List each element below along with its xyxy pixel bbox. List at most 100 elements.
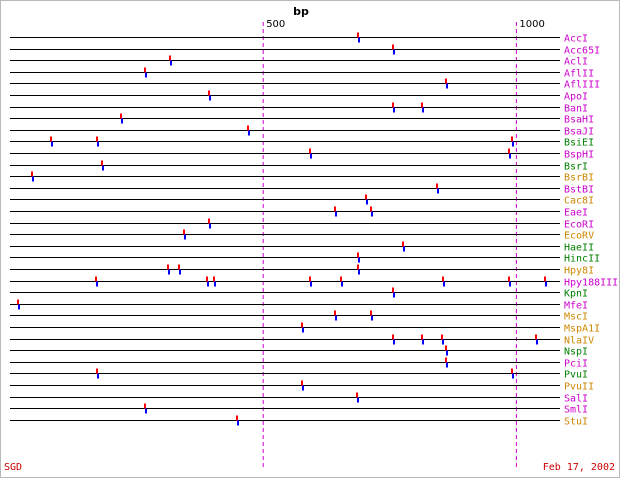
cut-site-top-mark [120,113,122,119]
cut-site-bottom-mark [358,269,360,275]
cut-site-bottom-mark [102,165,104,171]
cut-site-bottom-mark [335,211,337,217]
cut-site-top-mark [334,206,336,212]
cut-site-bottom-mark [371,211,373,217]
enzyme-label: MspA1I [564,324,600,335]
cut-site-top-mark [421,334,423,340]
cut-site-top-mark [167,264,169,270]
cut-site-top-mark [309,276,311,282]
cut-site-top-mark [392,334,394,340]
cut-site-top-mark [535,334,537,340]
cut-site-bottom-mark [302,327,304,333]
enzyme-label: BsiEI [564,138,594,149]
cut-site-bottom-mark [335,315,337,321]
enzyme-label: PvuI [564,370,588,381]
cut-site-bottom-mark [248,130,250,136]
cut-site-bottom-mark [422,339,424,345]
cut-site-top-mark [357,32,359,38]
cut-site-top-mark [301,322,303,328]
enzyme-label: Hpy8I [564,266,594,277]
cut-site-bottom-mark [97,141,99,147]
cut-site-bottom-mark [393,107,395,113]
cut-site-top-mark [402,241,404,247]
cut-site-bottom-mark [443,281,445,287]
cut-site-bottom-mark [32,176,34,182]
cut-site-top-mark [236,415,238,421]
cut-site-bottom-mark [357,397,359,403]
cut-site-top-mark [144,67,146,73]
cut-site-bottom-mark [207,281,209,287]
cut-site-bottom-mark [179,269,181,275]
cut-site-bottom-mark [446,350,448,356]
cut-site-top-mark [178,264,180,270]
enzyme-label: BsrBI [564,173,594,184]
cut-site-top-mark [421,102,423,108]
tick-label: 500 [266,19,285,30]
cut-site-bottom-mark [184,234,186,240]
cut-site-top-mark [169,55,171,61]
enzyme-label: StuI [564,417,588,428]
enzyme-label: EcoRV [564,231,594,242]
cut-site-top-mark [357,264,359,270]
cut-site-bottom-mark [512,141,514,147]
cut-site-bottom-mark [121,118,123,124]
cut-site-top-mark [334,310,336,316]
cut-site-top-mark [441,334,443,340]
cut-site-top-mark [445,345,447,351]
cut-site-bottom-mark [437,188,439,194]
enzyme-label: NlaIV [564,336,594,347]
cut-site-bottom-mark [509,153,511,159]
cut-site-bottom-mark [145,72,147,78]
enzyme-label: NspI [564,347,588,358]
cut-site-bottom-mark [422,107,424,113]
cut-site-bottom-mark [371,315,373,321]
cut-site-bottom-mark [237,420,239,426]
cut-site-bottom-mark [97,373,99,379]
cut-site-top-mark [17,299,19,305]
enzyme-label: EaeI [564,208,588,219]
cut-site-bottom-mark [209,223,211,229]
enzyme-label: KpnI [564,289,588,300]
enzyme-label: BsaJI [564,127,594,138]
cut-site-top-mark [95,276,97,282]
cut-site-top-mark [442,276,444,282]
cut-site-bottom-mark [96,281,98,287]
cut-site-top-mark [208,218,210,224]
cut-site-bottom-mark [446,362,448,368]
cut-site-bottom-mark [393,49,395,55]
cut-site-top-mark [96,368,98,374]
cut-site-bottom-mark [310,281,312,287]
cut-site-top-mark [206,276,208,282]
cut-site-top-mark [511,136,513,142]
cut-site-top-mark [213,276,215,282]
footer-source-label: SGD [4,462,23,473]
cut-site-bottom-mark [209,95,211,101]
cut-site-top-mark [309,148,311,154]
cut-site-top-mark [365,194,367,200]
enzyme-label: HaeII [564,243,594,254]
cut-site-top-mark [508,276,510,282]
cut-site-top-mark [511,368,513,374]
enzyme-label: BanI [564,104,588,115]
cut-site-bottom-mark [393,339,395,345]
cut-site-bottom-mark [168,269,170,275]
enzyme-label: Acc65I [564,46,600,57]
cut-site-bottom-mark [18,304,20,310]
enzyme-label: EcoRI [564,220,594,231]
enzyme-label: PciI [564,359,588,370]
cut-site-bottom-mark [403,246,405,252]
cut-site-top-mark [31,171,33,177]
enzyme-label: Hpy188III [564,278,618,289]
cut-site-top-mark [436,183,438,189]
cut-site-bottom-mark [214,281,216,287]
cut-site-top-mark [208,90,210,96]
cut-site-top-mark [445,78,447,84]
chart-title: bp [293,5,309,18]
cut-site-top-mark [392,287,394,293]
enzyme-label: AflIII [564,80,600,91]
cut-site-bottom-mark [536,339,538,345]
cut-site-top-mark [445,357,447,363]
enzyme-label: MfeI [564,301,588,312]
enzyme-label: AclI [564,57,588,68]
cut-site-top-mark [357,252,359,258]
